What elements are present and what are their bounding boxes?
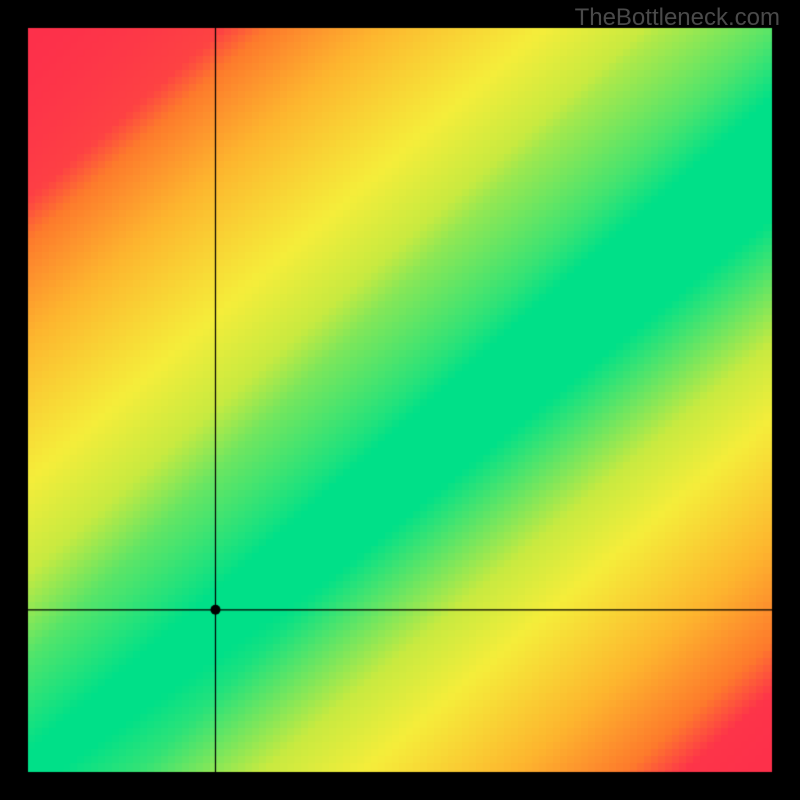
bottleneck-heatmap [0,0,800,800]
watermark-text: TheBottleneck.com [575,4,780,32]
chart-container: TheBottleneck.com [0,0,800,800]
